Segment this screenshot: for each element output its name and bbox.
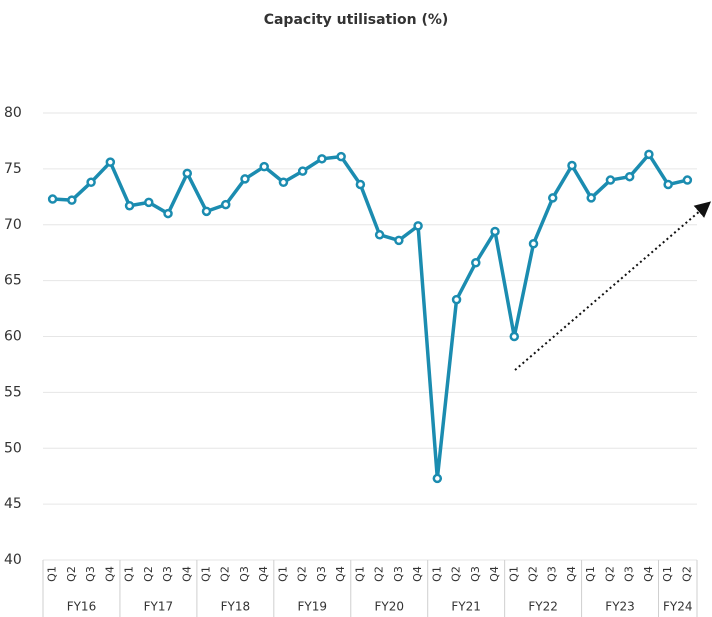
y-tick-label: 60: [4, 329, 22, 345]
x-tick-label: Q4: [642, 566, 655, 582]
x-tick-label: Q1: [507, 566, 520, 582]
data-point: [67, 195, 77, 205]
x-tick-label: Q3: [392, 566, 405, 582]
data-point: [567, 160, 577, 171]
x-tick-label: Q1: [661, 566, 674, 582]
x-tick-label: Q4: [334, 566, 347, 582]
x-tick-label: Q4: [565, 566, 578, 582]
data-point: [471, 257, 481, 268]
y-tick-label: 80: [4, 105, 22, 121]
x-tick-label: Q4: [488, 566, 501, 582]
data-point: [451, 294, 462, 305]
x-group-label: FY24: [663, 600, 693, 614]
data-point: [490, 226, 500, 237]
y-tick-label: 45: [4, 496, 22, 512]
data-point: [220, 199, 231, 210]
x-group-label: FY21: [451, 600, 481, 614]
data-point: [240, 174, 250, 184]
x-tick-label: Q2: [680, 566, 693, 582]
x-group-label: FY18: [221, 600, 251, 614]
x-tick-label: Q2: [373, 566, 386, 582]
data-point: [124, 201, 135, 211]
x-tick-label: Q3: [546, 566, 559, 582]
y-tick-label: 65: [4, 273, 22, 289]
x-tick-label: Q1: [353, 566, 366, 582]
data-point: [547, 193, 558, 203]
x-tick-label: Q1: [123, 566, 136, 582]
data-point: [355, 179, 366, 190]
data-point: [336, 151, 346, 162]
y-tick-label: 40: [4, 552, 22, 568]
x-tick-label: Q1: [46, 566, 59, 582]
data-point: [47, 194, 58, 204]
x-tick-label: Q3: [469, 566, 482, 582]
x-tick-label: Q1: [200, 566, 213, 582]
y-tick-label: 70: [4, 217, 22, 233]
x-tick-label: Q3: [315, 566, 328, 582]
x-tick-label: Q4: [411, 566, 424, 582]
x-group-label: FY22: [528, 600, 558, 614]
data-point: [663, 179, 673, 190]
x-tick-label: Q2: [65, 566, 78, 582]
data-point: [394, 235, 404, 246]
x-tick-label: Q2: [527, 566, 540, 582]
data-point: [432, 473, 443, 484]
data-point: [86, 177, 96, 188]
y-tick-label: 75: [4, 161, 22, 177]
x-tick-label: Q4: [180, 566, 193, 582]
data-point: [182, 168, 193, 179]
data-point: [201, 206, 212, 217]
x-tick-label: Q3: [84, 566, 97, 582]
x-group-label: FY16: [67, 600, 97, 614]
data-point: [144, 197, 154, 208]
y-tick-label: 55: [4, 384, 22, 400]
data-point: [528, 238, 539, 249]
x-tick-label: Q1: [430, 566, 443, 582]
x-group-label: FY17: [144, 600, 174, 614]
data-point: [586, 193, 596, 203]
x-tick-label: Q2: [296, 566, 309, 582]
x-tick-label: Q2: [450, 566, 463, 582]
data-point: [259, 161, 269, 172]
x-tick-label: Q4: [103, 566, 116, 582]
data-point: [509, 331, 520, 342]
data-point: [317, 154, 327, 164]
data-point: [105, 157, 116, 167]
x-tick-label: Q3: [238, 566, 251, 582]
x-group-label: FY20: [374, 600, 404, 614]
x-tick-label: Q2: [603, 566, 616, 582]
data-point: [682, 175, 693, 185]
chart-title: Capacity utilisation (%): [264, 12, 449, 28]
data-point: [413, 221, 423, 231]
data-point: [624, 171, 635, 182]
data-point: [605, 175, 616, 185]
data-point: [297, 166, 308, 176]
data-point: [644, 149, 654, 160]
x-tick-label: Q3: [623, 566, 636, 582]
series-line: [52, 152, 688, 481]
x-group-label: FY19: [298, 600, 328, 614]
x-tick-label: Q4: [257, 566, 270, 582]
x-tick-label: Q3: [161, 566, 174, 582]
y-tick-label: 50: [4, 440, 22, 456]
x-group-label: FY23: [605, 600, 635, 614]
data-point: [374, 230, 385, 240]
x-tick-label: Q1: [276, 566, 289, 582]
data-point: [163, 208, 173, 219]
trend-arrow: [514, 201, 712, 371]
x-tick-label: Q2: [219, 566, 232, 582]
x-tick-label: Q1: [584, 566, 597, 582]
data-point: [278, 177, 289, 188]
x-tick-label: Q2: [142, 566, 155, 582]
